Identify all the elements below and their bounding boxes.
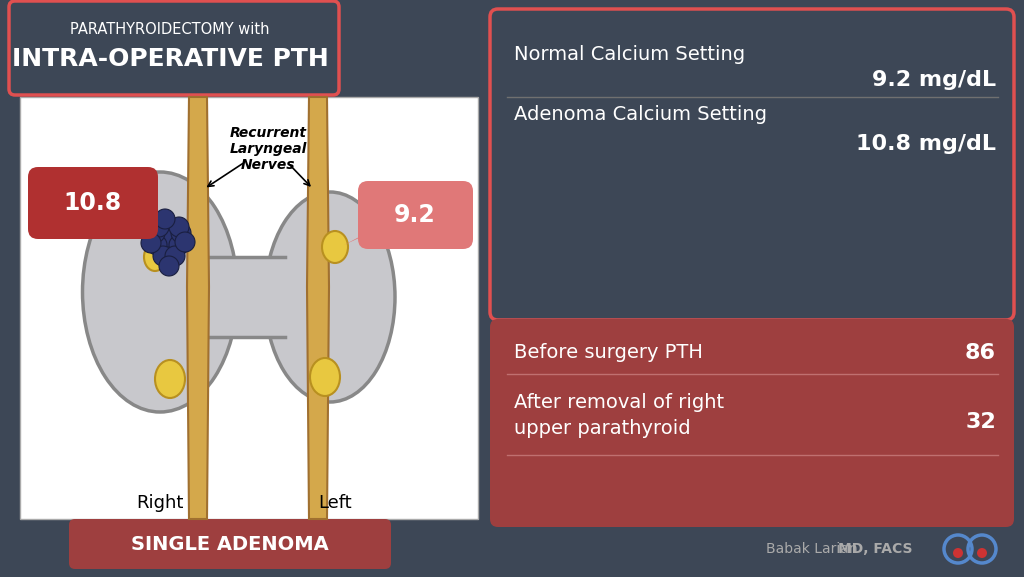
FancyBboxPatch shape <box>490 319 1014 527</box>
Circle shape <box>155 209 175 229</box>
Ellipse shape <box>310 358 340 396</box>
Circle shape <box>153 246 173 266</box>
Text: Babak Larian: Babak Larian <box>766 542 862 556</box>
Ellipse shape <box>265 192 395 402</box>
Text: Normal Calcium Setting: Normal Calcium Setting <box>514 46 745 65</box>
FancyBboxPatch shape <box>490 9 1014 320</box>
Polygon shape <box>187 97 209 519</box>
Text: upper parathyroid: upper parathyroid <box>514 419 690 439</box>
Text: 9.2: 9.2 <box>394 203 436 227</box>
Ellipse shape <box>144 243 166 271</box>
FancyBboxPatch shape <box>190 257 285 337</box>
Circle shape <box>171 223 191 243</box>
Circle shape <box>150 217 169 237</box>
Circle shape <box>159 256 179 276</box>
Text: 86: 86 <box>965 343 996 363</box>
Circle shape <box>169 235 189 255</box>
Text: Right: Right <box>136 494 183 512</box>
FancyBboxPatch shape <box>358 181 473 249</box>
Ellipse shape <box>83 172 238 412</box>
FancyBboxPatch shape <box>9 1 339 95</box>
Circle shape <box>158 227 178 247</box>
Text: Recurrent
Laryngeal
Nerves: Recurrent Laryngeal Nerves <box>229 126 306 172</box>
FancyBboxPatch shape <box>20 97 478 519</box>
Circle shape <box>147 235 167 255</box>
Text: After removal of right: After removal of right <box>514 392 724 411</box>
Text: INTRA-OPERATIVE PTH: INTRA-OPERATIVE PTH <box>11 47 329 71</box>
Text: Left: Left <box>318 494 352 512</box>
Polygon shape <box>118 219 145 237</box>
Text: PARATHYROIDECTOMY with: PARATHYROIDECTOMY with <box>71 23 269 38</box>
Text: Before surgery PTH: Before surgery PTH <box>514 343 702 362</box>
Circle shape <box>169 217 189 237</box>
Text: 9.2 mg/dL: 9.2 mg/dL <box>871 70 996 90</box>
Polygon shape <box>344 227 378 245</box>
Text: MD, FACS: MD, FACS <box>838 542 912 556</box>
Text: 32: 32 <box>966 412 996 432</box>
Text: 10.8 mg/dL: 10.8 mg/dL <box>856 134 996 154</box>
Circle shape <box>141 233 161 253</box>
Circle shape <box>145 223 165 243</box>
Polygon shape <box>307 97 329 519</box>
Ellipse shape <box>322 231 348 263</box>
Text: SINGLE ADENOMA: SINGLE ADENOMA <box>131 534 329 553</box>
FancyBboxPatch shape <box>69 519 391 569</box>
Text: 10.8: 10.8 <box>63 191 122 215</box>
Text: Adenoma Calcium Setting: Adenoma Calcium Setting <box>514 106 767 125</box>
Circle shape <box>175 232 195 252</box>
Circle shape <box>977 548 987 558</box>
FancyBboxPatch shape <box>28 167 158 239</box>
Circle shape <box>165 246 185 266</box>
Circle shape <box>953 548 963 558</box>
Ellipse shape <box>155 360 185 398</box>
